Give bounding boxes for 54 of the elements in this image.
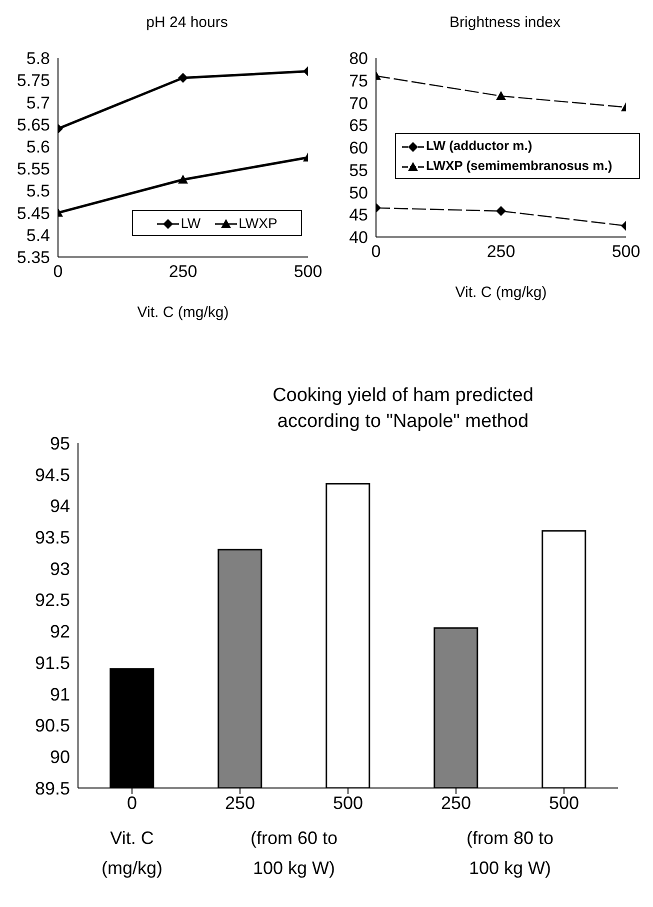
y-tick-label: 94 [50, 496, 70, 516]
y-tick-label: 80 [349, 49, 368, 68]
y-tick-label: 5.8 [26, 49, 50, 68]
y-tick-label: 60 [349, 138, 368, 158]
x-tick-label: 500 [294, 262, 322, 282]
y-tick-label: 5.55 [16, 160, 50, 179]
text: (from 80 to 100 kg W) [465, 827, 555, 880]
y-tick-label: 50 [349, 183, 368, 202]
x-tick-label: 500 [332, 792, 364, 813]
chart-title: Cooking yield of ham predicted according to "Napole" method [272, 384, 534, 434]
y-tick-label: 5.75 [16, 71, 50, 90]
y-tick-label: 92 [50, 622, 70, 642]
y-tick-label: 5.5 [26, 182, 50, 201]
x-tick-label: 500 [548, 792, 580, 813]
y-tick-label: 93.5 [34, 527, 70, 548]
y-tick-label: 55 [349, 160, 368, 180]
x-axis-title: Vit. C (mg/kg) [137, 304, 229, 321]
y-tick-label: 5.6 [26, 137, 50, 156]
y-tick-label: 92.5 [34, 590, 70, 610]
legend-label: LWXP [238, 215, 278, 231]
y-tick-label: 90 [50, 747, 70, 768]
y-tick-label: 5.7 [26, 93, 50, 112]
y-tick-label: 70 [349, 94, 368, 113]
y-tick-label: 95 [50, 433, 70, 454]
chart-title: Brightness index [448, 13, 562, 33]
y-tick-label: 75 [349, 71, 368, 90]
y-tick-label: 90.5 [34, 716, 70, 736]
legend-label: LW (adductor m.) [426, 138, 532, 153]
y-tick-label: 93 [50, 558, 70, 579]
y-tick-label: 91.5 [34, 652, 70, 673]
x-axis-title: Vit. C (mg/kg) [100, 827, 164, 880]
text: (from 60 to 100 kg W) [249, 827, 339, 880]
x-tick-label: 250 [440, 792, 472, 813]
x-tick-label: 0 [371, 242, 381, 262]
y-tick-label: 91 [50, 684, 70, 704]
x-axis-title: Vit. C (mg/kg) [455, 284, 547, 301]
y-tick-label: 5.4 [26, 226, 50, 245]
legend-label: LWXP (semimembranosus m.) [426, 158, 612, 173]
y-tick-label: 40 [349, 228, 368, 248]
x-tick-label: 0 [126, 792, 138, 813]
x-tick-label: 0 [53, 262, 63, 282]
y-tick-label: 89.5 [34, 778, 70, 798]
x-tick-label: 250 [224, 792, 256, 813]
y-tick-label: 5.65 [16, 115, 50, 134]
y-tick-label: 5.45 [16, 204, 50, 223]
x-tick-label: 250 [486, 242, 516, 262]
y-tick-label: 94.5 [34, 464, 70, 485]
x-tick-label: 250 [168, 262, 198, 282]
legend-label: LW [180, 215, 201, 231]
x-tick-label: 500 [612, 242, 640, 262]
y-tick-label: 65 [349, 116, 368, 136]
y-tick-label: 5.35 [16, 248, 50, 268]
chart-title: pH 24 hours [145, 13, 229, 33]
y-tick-label: 45 [349, 206, 368, 225]
